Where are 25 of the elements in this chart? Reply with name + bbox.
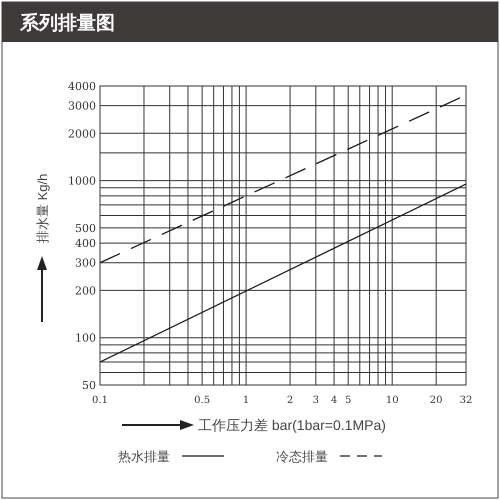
y-tick-label: 200: [75, 284, 96, 298]
x-tick-label: 5: [345, 395, 352, 406]
x-tick-label: 20: [430, 395, 443, 406]
x-tick-label: 10: [386, 395, 399, 406]
y-tick-label: 4000: [68, 80, 96, 93]
y-tick-label: 500: [75, 222, 96, 235]
x-tick-label: 2: [286, 395, 294, 406]
x-tick-label: 1: [242, 395, 250, 406]
y-tick-label: 300: [75, 256, 96, 270]
x-tick-label: 0.5: [194, 395, 210, 406]
y-tick-label: 3000: [68, 100, 96, 113]
legend-label: 热水排量: [118, 449, 170, 464]
y-tick-label: 1000: [68, 174, 96, 188]
x-tick-label: 3: [312, 395, 319, 406]
y-tick-label: 100: [75, 332, 96, 345]
x-tick-label: 4: [330, 395, 338, 406]
x-axis-title: 工作压力差 bar(1bar=0.1MPa): [198, 417, 386, 433]
y-axis-title: 排水量 Kg/h: [35, 174, 50, 243]
chart-title: 系列排量图: [19, 12, 115, 34]
x-tick-label: 32: [460, 395, 472, 406]
x-tick-label: 0.1: [92, 395, 108, 406]
y-tick-label: 2000: [68, 127, 96, 140]
y-tick-label: 400: [75, 237, 96, 250]
y-tick-label: 50: [82, 379, 96, 392]
legend-label: 冷态排量: [276, 449, 328, 464]
